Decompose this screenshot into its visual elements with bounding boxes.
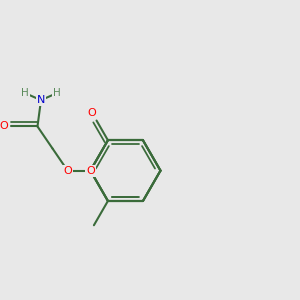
Text: O: O [86, 166, 95, 176]
Text: O: O [88, 108, 96, 118]
Text: N: N [37, 95, 45, 105]
Text: H: H [21, 88, 29, 98]
Text: H: H [53, 88, 61, 98]
Text: O: O [63, 166, 72, 176]
Text: O: O [0, 122, 8, 131]
